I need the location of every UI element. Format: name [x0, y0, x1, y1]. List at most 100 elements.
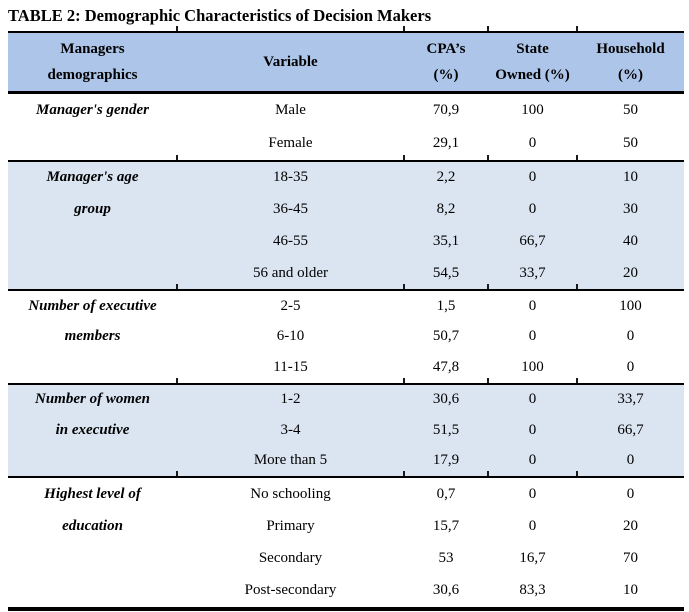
column-boundary-tick [176, 26, 178, 31]
section-number-of-executive-members: Number of executive members 2-5 1,5 0 100 6-10… [8, 284, 684, 383]
value-cell: 100 [521, 358, 544, 375]
variable-cell: Secondary [258, 550, 323, 567]
value-cell: 47,8 [432, 358, 460, 375]
column-header-text: demographics [47, 66, 138, 83]
table-row: Primary 15,7 0 20 [177, 510, 684, 542]
column-boundary-tick [487, 377, 489, 383]
column-header-text: State [516, 40, 549, 57]
value-cell: 54,5 [432, 264, 460, 281]
variable-cell: Male [275, 102, 306, 118]
section-rows: No schooling 0,7 0 0 Primary 15,7 0 20 Secondary… [177, 478, 684, 607]
demographics-table: Managers demographics Variable CPA’s (%) Stat… [8, 26, 684, 611]
value-cell: 33,7 [519, 264, 546, 281]
column-boundary-tick [487, 471, 489, 476]
section-label-text: members [64, 328, 121, 345]
section-label-number-of-executive-members: Number of executive members [8, 291, 177, 383]
value-cell: 0 [528, 452, 537, 469]
variable-cell: 6-10 [276, 328, 305, 345]
column-boundary-tick [576, 471, 578, 476]
value-cell: 20 [623, 264, 638, 281]
section-rows: 18-35 2,2 0 10 36-45 8,2 0 30 46-55 35,1 66,7 40 56 … [177, 162, 684, 289]
value-cell: 83,3 [519, 582, 546, 599]
value-cell: 70,9 [432, 102, 460, 118]
column-boundary-tick [403, 26, 405, 31]
section-rows: 2-5 1,5 0 100 6-10 50,7 0 0 11-15 47,8 100 0 [177, 291, 684, 383]
column-header-text: Household [596, 40, 665, 57]
table-row: 11-15 47,8 100 0 [177, 352, 684, 383]
variable-cell: 46-55 [273, 232, 308, 249]
table-row: 2-5 1,5 0 100 [177, 291, 684, 322]
value-cell: 100 [521, 102, 544, 118]
value-cell: 30 [623, 201, 638, 218]
variable-cell: Primary [266, 517, 315, 534]
table-row: No schooling 0,7 0 0 [177, 478, 684, 510]
value-cell: 51,5 [432, 421, 460, 438]
section-label-text: Manager's gender [36, 102, 149, 118]
value-cell: 70 [623, 550, 638, 567]
value-cell: 1,5 [436, 297, 456, 314]
variable-cell: 18-35 [273, 169, 308, 186]
column-boundary-tick [403, 471, 405, 476]
value-cell: 0 [528, 328, 537, 345]
section-managers-age-group: Manager's age group 18-35 2,2 0 10 36-45 8,2 0 30… [8, 155, 684, 289]
column-header-variable: Variable [177, 33, 404, 91]
column-boundary-tick [487, 155, 489, 160]
section-managers-gender: Manager's gender Male 70,9 100 50 Female 29,1 0… [8, 94, 684, 160]
value-cell: 30,6 [432, 391, 460, 408]
value-cell: 29,1 [432, 135, 460, 151]
variable-cell: Post-secondary [244, 582, 337, 599]
column-header-cpas-percent: CPA’s (%) [404, 33, 488, 91]
column-boundary-tick [576, 377, 578, 383]
value-cell: 0 [528, 135, 537, 151]
value-cell: 20 [623, 517, 638, 534]
section-label-text: education [62, 517, 123, 534]
section-label-text: Number of women [34, 391, 150, 408]
variable-cell: More than 5 [253, 452, 328, 469]
value-cell: 0 [528, 421, 537, 438]
column-header-text: Variable [263, 53, 318, 70]
value-cell: 0 [626, 485, 635, 502]
variable-cell: 11-15 [273, 358, 308, 375]
table-row: Female 29,1 0 50 [177, 127, 684, 160]
variable-cell: 36-45 [273, 201, 308, 218]
column-boundary-tick [176, 471, 178, 476]
variable-cell: 2-5 [280, 297, 301, 314]
section-rows: 1-2 30,6 0 33,7 3-4 51,5 0 66,7 More than 5 17,9 0… [177, 385, 684, 477]
variable-cell: 56 and older [253, 264, 328, 281]
column-boundary-tick [487, 284, 489, 289]
value-cell: 0 [528, 169, 537, 186]
section-label-text: Manager's age [46, 169, 139, 186]
section-label-text: Highest level of [44, 485, 141, 502]
value-cell: 33,7 [617, 391, 644, 408]
column-boundary-tick [576, 155, 578, 160]
table-row: 18-35 2,2 0 10 [177, 162, 684, 194]
table-row: Post-secondary 30,6 83,3 10 [177, 575, 684, 607]
column-header-household-percent: Household (%) [577, 33, 684, 91]
table-row: 1-2 30,6 0 33,7 [177, 385, 684, 416]
value-cell: 66,7 [617, 421, 644, 438]
table-row: Secondary 53 16,7 70 [177, 543, 684, 575]
value-cell: 15,7 [432, 517, 460, 534]
value-cell: 16,7 [519, 550, 546, 567]
section-label-managers-gender: Manager's gender [8, 94, 177, 160]
column-boundary-tick [176, 284, 178, 289]
value-cell: 0 [626, 358, 635, 375]
value-cell: 0 [528, 201, 537, 218]
value-cell: 0,7 [436, 485, 456, 502]
table-row: 3-4 51,5 0 66,7 [177, 415, 684, 446]
value-cell: 35,1 [432, 232, 460, 249]
column-header-state-owned-percent: State Owned (%) [488, 33, 577, 91]
value-cell: 17,9 [432, 452, 460, 469]
section-label-text: group [74, 201, 111, 218]
section-label-managers-age-group: Manager's age group [8, 162, 177, 289]
value-cell: 50,7 [432, 328, 460, 345]
column-boundary-tick [176, 377, 178, 383]
value-cell: 0 [626, 452, 635, 469]
value-cell: 50 [623, 135, 638, 151]
column-boundary-tick [576, 26, 578, 31]
column-header-text: Owned (%) [495, 66, 570, 83]
column-boundary-tick [176, 155, 178, 160]
value-cell: 50 [623, 102, 638, 118]
variable-cell: No schooling [250, 485, 331, 502]
column-boundary-tick [403, 377, 405, 383]
